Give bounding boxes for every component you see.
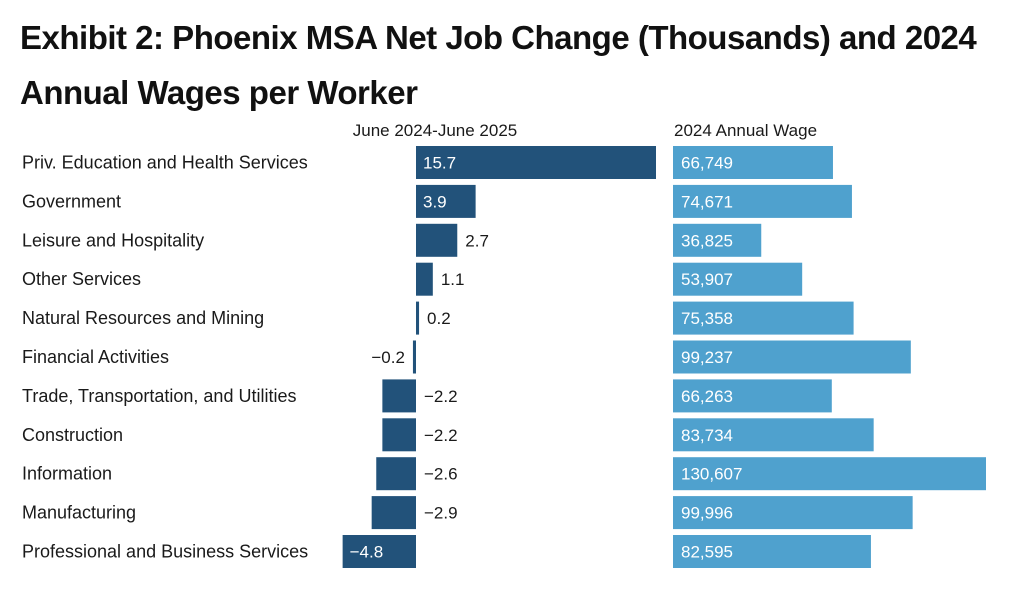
- category-label: Construction: [22, 425, 123, 445]
- wage-bar: [673, 146, 833, 179]
- annual-wage-header: 2024 Annual Wage: [674, 121, 817, 140]
- wage-bar: [673, 379, 832, 413]
- wage-value: 130,607: [681, 465, 742, 484]
- job-change-value: 1.1: [441, 270, 465, 289]
- job-change-bar: [416, 223, 458, 257]
- job-change-bar: [416, 184, 476, 218]
- wage-value: 66,263: [681, 387, 733, 406]
- job-change-bar: [371, 496, 416, 530]
- job-change-value: −0.2: [371, 348, 405, 367]
- job-change-bar: [382, 418, 416, 452]
- wage-bar: [673, 340, 911, 374]
- job-change-value: 15.7: [423, 154, 456, 173]
- wage-value: 99,237: [681, 348, 733, 367]
- job-change-value: 2.7: [465, 231, 489, 250]
- wage-bar: [673, 184, 852, 218]
- wage-value: 74,671: [681, 192, 733, 211]
- category-label: Information: [22, 464, 112, 484]
- wage-value: 99,996: [681, 504, 733, 523]
- wage-bar: [673, 418, 874, 452]
- wage-bar: [673, 301, 854, 335]
- wage-value: 82,595: [681, 543, 733, 562]
- job-change-bar: [342, 535, 416, 568]
- wage-bar: [673, 262, 803, 296]
- wage-bar: [673, 535, 871, 568]
- category-label: Priv. Education and Health Services: [22, 153, 308, 173]
- job-change-value: 3.9: [423, 192, 447, 211]
- job-change-bar: [376, 457, 416, 491]
- chart-title: Exhibit 2: Phoenix MSA Net Job Change (T…: [20, 19, 977, 111]
- category-label: Trade, Transportation, and Utilities: [22, 386, 296, 406]
- job-change-value: −2.2: [424, 426, 458, 445]
- job-change-bar: [416, 301, 420, 335]
- job-change-value: −2.6: [424, 465, 458, 484]
- category-label: Natural Resources and Mining: [22, 308, 264, 328]
- job-change-bar: [412, 340, 416, 374]
- wage-value: 53,907: [681, 270, 733, 289]
- job-change-value: −2.2: [424, 387, 458, 406]
- job-change-bar: [382, 379, 416, 413]
- wage-value: 75,358: [681, 309, 733, 328]
- category-label: Manufacturing: [22, 503, 136, 523]
- wage-value: 66,749: [681, 154, 733, 173]
- job-change-bar: [416, 146, 656, 179]
- wage-bar: [673, 223, 762, 257]
- category-label: Professional and Business Services: [22, 542, 308, 562]
- job-change-value: −4.8: [350, 543, 384, 562]
- category-label: Other Services: [22, 269, 141, 289]
- job-change-value: −2.9: [424, 504, 458, 523]
- wage-bar: [673, 457, 986, 491]
- job-change-bar: [416, 262, 433, 296]
- wage-bar: [673, 496, 913, 530]
- job-change-value: 0.2: [427, 309, 451, 328]
- wage-value: 83,734: [681, 426, 733, 445]
- category-label: Government: [22, 191, 121, 211]
- category-label: Financial Activities: [22, 347, 169, 367]
- wage-value: 36,825: [681, 231, 733, 250]
- job-change-header: June 2024-June 2025: [353, 121, 517, 140]
- category-label: Leisure and Hospitality: [22, 230, 204, 250]
